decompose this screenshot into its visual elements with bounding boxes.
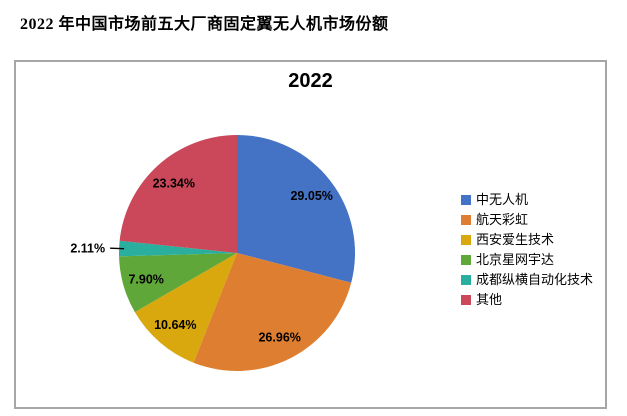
pie-slice-5 [119, 240, 237, 257]
legend-item-2: 航天彩虹 [461, 213, 593, 226]
pie-slice-1 [237, 135, 355, 283]
pie-slice-6 [119, 135, 237, 253]
data-label: 2.11% [70, 242, 105, 256]
chart-panel: 2022 29.05% 26.96% 10.64% 7.90% 2.11% 23.34% … [14, 60, 607, 409]
page-title: 2022 年中国市场前五大厂商固定翼无人机市场份额 [20, 16, 389, 33]
chart-title: 2022 [288, 70, 333, 92]
legend-marker [461, 294, 471, 305]
legend-label: 成都纵横自动化技术 [476, 272, 594, 287]
pie-slice-4 [119, 253, 237, 313]
legend-item-4: 北京星网宇达 [461, 253, 593, 266]
data-label: 29.05% [290, 189, 332, 203]
legend-item-3: 西安爱生技术 [461, 233, 593, 246]
legend-item-1: 中无人机 [461, 193, 593, 206]
data-label: 7.90% [128, 272, 163, 286]
legend-marker [461, 274, 471, 285]
pie-chart: 29.05% 26.96% 10.64% 7.90% 2.11% 23.34% [70, 135, 355, 372]
legend-label: 西安爱生技术 [476, 232, 555, 247]
legend-label: 其他 [476, 292, 503, 307]
data-label: 10.64% [154, 318, 196, 332]
legend-item-6: 其他 [461, 293, 593, 306]
legend-marker [461, 254, 471, 265]
legend: 中无人机航天彩虹西安爱生技术 北京星网宇达成都纵横自动化技术 其他 [461, 193, 593, 306]
legend-marker [461, 214, 471, 225]
legend-item-5: 成都纵横自动化技术 [461, 273, 593, 286]
legend-marker [461, 234, 471, 245]
data-label: 23.34% [153, 176, 195, 190]
legend-label: 中无人机 [476, 192, 529, 207]
legend-label: 航天彩虹 [476, 212, 529, 227]
leader-line [110, 247, 125, 250]
pie-slice-3 [134, 253, 237, 363]
legend-label: 北京星网宇达 [476, 252, 555, 267]
data-label: 26.96% [258, 331, 300, 345]
legend-marker [461, 194, 471, 205]
pie-slice-2 [193, 253, 352, 372]
